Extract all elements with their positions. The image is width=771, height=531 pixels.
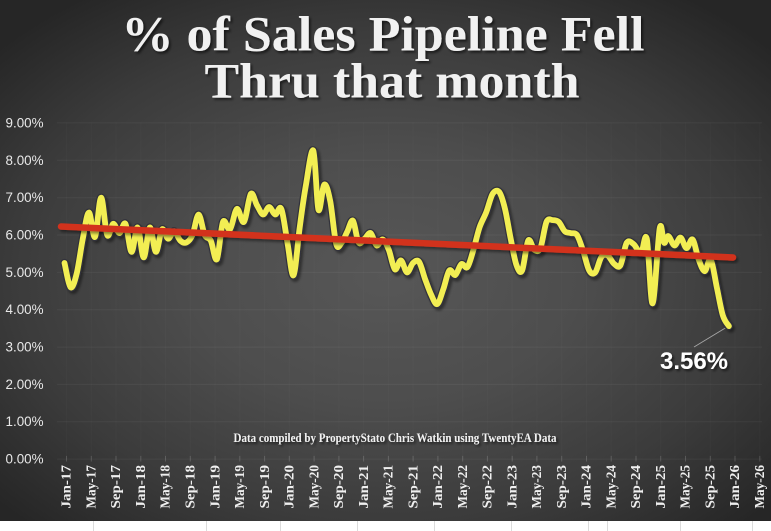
svg-text:Jan-18: Jan-18 — [133, 465, 148, 509]
svg-text:6.00%: 6.00% — [6, 228, 44, 243]
svg-text:3.00%: 3.00% — [6, 340, 44, 355]
svg-text:Jan-26: Jan-26 — [727, 465, 742, 509]
svg-text:Jan-22: Jan-22 — [430, 465, 445, 509]
svg-text:Jan-20: Jan-20 — [282, 465, 297, 509]
svg-text:4.00%: 4.00% — [6, 302, 44, 317]
svg-text:May-22: May-22 — [455, 465, 470, 509]
svg-text:Sep-17: Sep-17 — [108, 465, 123, 509]
svg-text:Jan-21: Jan-21 — [356, 465, 371, 509]
svg-text:Sep-18: Sep-18 — [183, 465, 198, 509]
svg-text:% of Sales Pipeline Fell: % of Sales Pipeline Fell — [122, 6, 645, 62]
svg-text:8.00%: 8.00% — [6, 153, 44, 168]
svg-text:May-23: May-23 — [529, 465, 544, 509]
svg-text:Sep-22: Sep-22 — [480, 465, 495, 509]
svg-text:Data compiled by PropertyStato: Data compiled by PropertyStato Chris Wat… — [234, 431, 558, 445]
svg-text:May-20: May-20 — [306, 465, 321, 509]
svg-text:Sep-19: Sep-19 — [257, 465, 272, 509]
svg-text:Jan-24: Jan-24 — [579, 465, 594, 509]
svg-text:Sep-20: Sep-20 — [331, 465, 346, 509]
svg-text:May-19: May-19 — [232, 465, 247, 509]
svg-text:May-17: May-17 — [84, 465, 99, 509]
svg-text:May-26: May-26 — [752, 465, 767, 509]
svg-text:0.00%: 0.00% — [6, 452, 44, 467]
svg-text:2.00%: 2.00% — [6, 377, 44, 392]
svg-text:Jan-19: Jan-19 — [207, 465, 222, 509]
svg-text:Sep-24: Sep-24 — [628, 465, 643, 509]
svg-text:May-25: May-25 — [678, 465, 693, 509]
svg-text:Sep-25: Sep-25 — [703, 465, 718, 509]
svg-text:Sep-21: Sep-21 — [405, 465, 420, 509]
svg-text:1.00%: 1.00% — [6, 414, 44, 429]
svg-text:May-18: May-18 — [158, 465, 173, 509]
svg-text:May-24: May-24 — [603, 465, 618, 509]
svg-text:7.00%: 7.00% — [6, 190, 44, 205]
svg-text:May-21: May-21 — [381, 465, 396, 509]
svg-text:Jan-17: Jan-17 — [59, 465, 74, 509]
svg-text:5.00%: 5.00% — [6, 265, 44, 280]
svg-text:3.56%: 3.56% — [660, 348, 728, 375]
svg-text:9.00%: 9.00% — [6, 115, 44, 130]
svg-text:Sep-23: Sep-23 — [554, 465, 569, 509]
svg-text:Jan-23: Jan-23 — [504, 465, 519, 509]
svg-text:Jan-25: Jan-25 — [653, 465, 668, 509]
svg-text:Thru that month: Thru that month — [205, 53, 580, 109]
